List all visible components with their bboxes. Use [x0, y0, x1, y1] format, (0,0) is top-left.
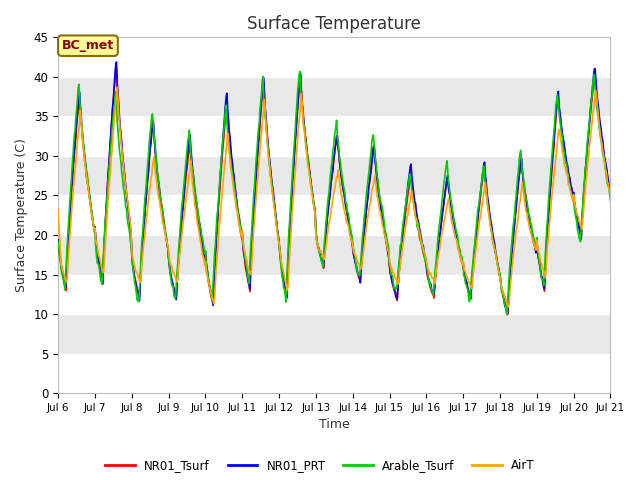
Arable_Tsurf — [503, 312, 511, 318]
NR01_PRT — [54, 238, 62, 243]
Arable_Tsurf — [199, 239, 207, 245]
NR01_Tsurf — [380, 224, 388, 229]
NR01_PRT — [326, 185, 334, 191]
AirT — [113, 84, 121, 90]
NR01_Tsurf — [200, 253, 208, 259]
Legend: NR01_Tsurf, NR01_PRT, Arable_Tsurf, AirT: NR01_Tsurf, NR01_PRT, Arable_Tsurf, AirT — [100, 454, 540, 477]
Arable_Tsurf — [435, 228, 442, 234]
Line: Arable_Tsurf: Arable_Tsurf — [58, 72, 611, 315]
Arable_Tsurf — [175, 237, 183, 243]
NR01_PRT — [435, 240, 442, 246]
AirT — [557, 141, 565, 146]
Bar — [58, 195, 611, 235]
Line: NR01_PRT: NR01_PRT — [58, 62, 611, 313]
Text: BC_met: BC_met — [62, 39, 114, 52]
Arable_Tsurf — [557, 130, 565, 135]
AirT — [607, 192, 614, 197]
Arable_Tsurf — [296, 69, 303, 74]
NR01_PRT — [504, 311, 511, 316]
NR01_PRT — [200, 252, 208, 257]
Arable_Tsurf — [380, 219, 388, 225]
X-axis label: Time: Time — [319, 419, 349, 432]
Line: NR01_Tsurf: NR01_Tsurf — [58, 67, 611, 314]
Arable_Tsurf — [54, 239, 62, 245]
NR01_PRT — [380, 227, 388, 233]
NR01_Tsurf — [113, 64, 120, 70]
AirT — [176, 249, 184, 255]
NR01_PRT — [607, 192, 614, 197]
AirT — [435, 251, 442, 256]
NR01_Tsurf — [557, 125, 565, 131]
AirT — [380, 231, 388, 237]
Arable_Tsurf — [326, 172, 334, 178]
Y-axis label: Surface Temperature (C): Surface Temperature (C) — [15, 138, 28, 292]
NR01_Tsurf — [504, 312, 511, 317]
Bar — [58, 275, 611, 314]
AirT — [326, 213, 334, 219]
Bar — [58, 37, 611, 77]
NR01_Tsurf — [54, 238, 62, 243]
NR01_Tsurf — [326, 188, 334, 193]
Line: AirT: AirT — [58, 87, 611, 307]
AirT — [504, 304, 512, 310]
NR01_Tsurf — [435, 244, 442, 250]
Title: Surface Temperature: Surface Temperature — [247, 15, 421, 33]
Bar — [58, 354, 611, 393]
NR01_Tsurf — [607, 190, 614, 196]
NR01_PRT — [176, 237, 184, 242]
NR01_Tsurf — [176, 238, 184, 244]
NR01_PRT — [557, 123, 565, 129]
Bar — [58, 116, 611, 156]
AirT — [200, 257, 208, 263]
Arable_Tsurf — [607, 197, 614, 203]
AirT — [54, 208, 62, 214]
NR01_PRT — [113, 59, 120, 65]
